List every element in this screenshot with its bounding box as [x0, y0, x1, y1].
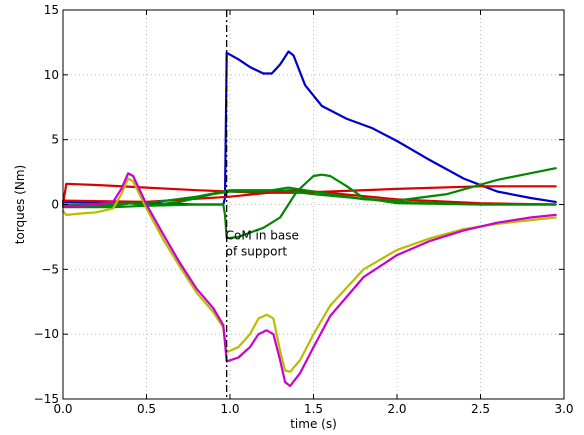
- x-tick-label: 2.5: [471, 402, 490, 416]
- series-line-7: [61, 177, 557, 373]
- x-tick-label: 3.0: [554, 402, 573, 416]
- y-tick-label: 5: [51, 133, 59, 147]
- y-axis-label: torques (Nm): [13, 165, 27, 244]
- x-tick-labels: 0.0 0.5 1.0 1.5 2.0 2.5 3.0: [53, 402, 573, 416]
- x-tick-label: 2.0: [387, 402, 406, 416]
- series-line-6: [61, 189, 557, 206]
- y-tick-labels: 15 10 5 0 −5 −10 −15: [34, 3, 59, 406]
- series-line-8: [61, 172, 557, 388]
- y-tick-label: −10: [34, 327, 59, 341]
- series-layer: [61, 50, 557, 388]
- x-axis-label: time (s): [290, 417, 337, 431]
- series-line-5: [61, 173, 557, 240]
- x-tick-label: 0.0: [53, 402, 72, 416]
- x-tick-label: 1.5: [304, 402, 323, 416]
- annotation-line-2: of support: [226, 245, 288, 259]
- ticks: [62, 9, 565, 400]
- series-line-4: [61, 167, 557, 209]
- annotation-line-1: CoM in base: [226, 229, 299, 243]
- x-tick-label: 1.0: [220, 402, 239, 416]
- y-tick-label: 0: [51, 198, 59, 212]
- y-tick-label: 10: [44, 68, 59, 82]
- x-tick-label: 0.5: [137, 402, 156, 416]
- y-tick-label: −15: [34, 392, 59, 406]
- y-tick-label: −5: [41, 262, 59, 276]
- y-tick-label: 15: [44, 3, 59, 17]
- annotation: CoM in base of support: [226, 229, 299, 259]
